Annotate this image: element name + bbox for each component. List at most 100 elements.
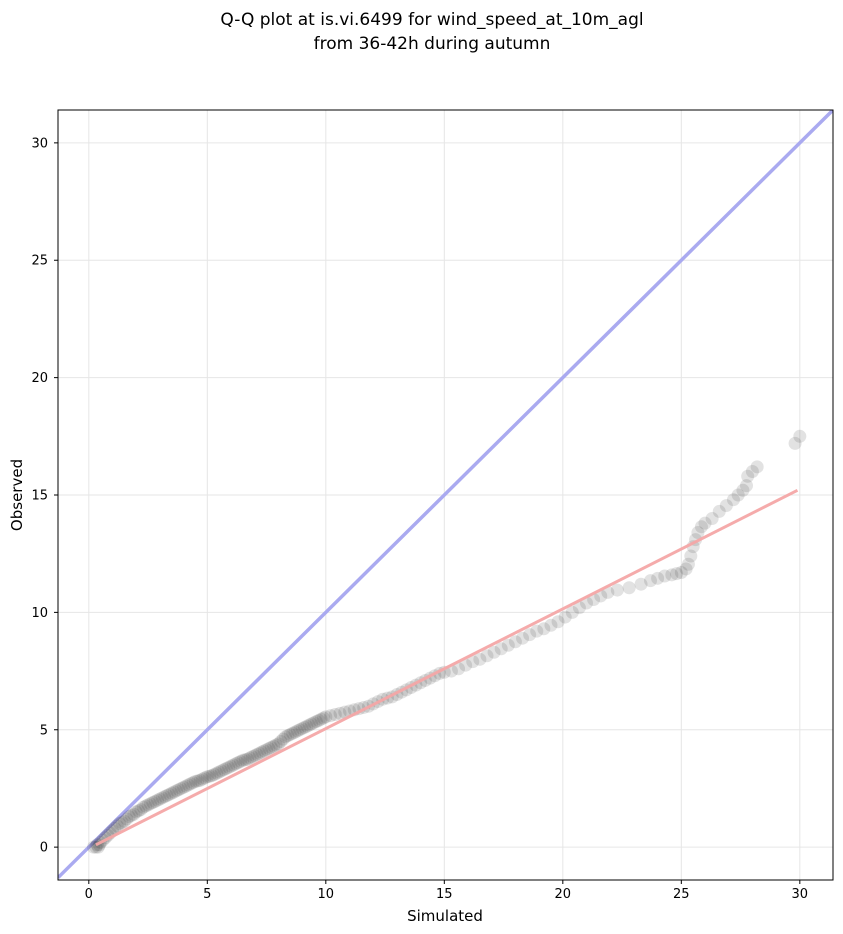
data-point: [191, 774, 205, 788]
data-point: [333, 706, 347, 720]
data-point: [698, 516, 712, 530]
x-tick-label: 5: [203, 887, 211, 902]
data-point: [480, 649, 494, 663]
data-point: [215, 764, 229, 778]
data-point: [181, 778, 195, 792]
data-point: [233, 754, 247, 768]
data-point: [276, 732, 290, 746]
data-point: [186, 776, 200, 790]
data-point: [219, 761, 233, 775]
data-point: [224, 759, 238, 773]
data-point: [651, 571, 665, 585]
data-point: [200, 770, 214, 784]
data-point: [281, 729, 295, 743]
grid: [58, 110, 833, 880]
data-point: [681, 557, 695, 571]
data-point: [229, 757, 243, 771]
data-point: [302, 718, 316, 732]
y-axis-label: Observed: [8, 459, 26, 531]
data-point: [250, 747, 264, 761]
data-point: [153, 792, 167, 806]
data-point: [132, 804, 146, 818]
y-tick-label: 15: [31, 489, 48, 504]
data-point: [324, 709, 338, 723]
data-point: [622, 581, 636, 595]
data-point: [264, 740, 278, 754]
data-point: [231, 756, 245, 770]
data-point: [750, 460, 764, 474]
data-points: [87, 429, 807, 854]
data-point: [262, 742, 276, 756]
data-point: [731, 488, 745, 502]
data-point: [238, 753, 252, 767]
data-point: [120, 812, 134, 826]
data-point: [741, 469, 755, 483]
data-point: [179, 779, 193, 793]
data-point: [312, 713, 326, 727]
data-point: [501, 638, 515, 652]
data-point: [271, 737, 285, 751]
data-point: [530, 624, 544, 638]
data-point: [328, 707, 342, 721]
data-point: [290, 724, 304, 738]
data-point: [523, 628, 537, 642]
x-tick-label: 30: [792, 887, 809, 902]
data-point: [117, 814, 131, 828]
data-point: [136, 800, 150, 814]
data-point: [309, 715, 323, 729]
data-point: [307, 716, 321, 730]
data-point: [644, 574, 658, 588]
y-tick-label: 5: [40, 723, 48, 738]
data-point: [236, 753, 250, 767]
data-point: [248, 749, 262, 763]
data-point: [174, 781, 188, 795]
y-tick-label: 30: [31, 136, 48, 151]
data-point: [139, 799, 153, 813]
data-point: [665, 568, 679, 582]
data-point: [487, 645, 501, 659]
data-point: [610, 583, 624, 597]
data-point: [269, 738, 283, 752]
x-tick-label: 20: [555, 887, 572, 902]
data-point: [260, 743, 274, 757]
data-point: [134, 803, 148, 817]
data-point: [243, 751, 257, 765]
data-point: [283, 727, 297, 741]
x-tick-label: 10: [318, 887, 335, 902]
data-point: [141, 798, 155, 812]
data-point: [719, 499, 733, 513]
data-point: [127, 807, 141, 821]
data-point: [466, 655, 480, 669]
data-point: [634, 577, 648, 591]
y-tick-label: 10: [31, 606, 48, 621]
data-point: [788, 436, 802, 450]
data-point: [198, 771, 212, 785]
data-point: [739, 479, 753, 493]
data-point: [91, 840, 105, 854]
data-point: [226, 758, 240, 772]
data-point: [158, 790, 172, 804]
data-point: [155, 791, 169, 805]
y-tick-label: 20: [31, 371, 48, 386]
y-tick-label: 0: [40, 841, 48, 856]
data-point: [196, 772, 210, 786]
data-point: [267, 739, 281, 753]
data-point: [108, 821, 122, 835]
data-point: [558, 610, 572, 624]
data-point: [188, 774, 202, 788]
x-tick-label: 15: [436, 887, 453, 902]
data-point: [122, 810, 136, 824]
data-point: [210, 766, 224, 780]
data-point: [452, 662, 466, 676]
data-point: [193, 773, 207, 787]
data-point: [338, 705, 352, 719]
data-point: [684, 549, 698, 563]
data-point: [565, 605, 579, 619]
data-point: [300, 719, 314, 733]
data-point: [297, 720, 311, 734]
data-point: [712, 504, 726, 518]
x-tick-label: 25: [673, 887, 690, 902]
data-point: [203, 769, 217, 783]
